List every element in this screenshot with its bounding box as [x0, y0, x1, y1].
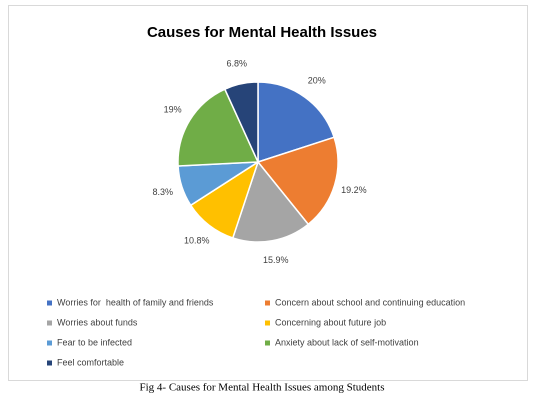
legend-marker	[47, 300, 52, 306]
legend-label: Anxiety about lack of self-motivation	[275, 337, 419, 347]
data-label: 19%	[164, 104, 182, 114]
legend-marker	[47, 360, 52, 366]
pie-slice	[257, 81, 336, 164]
legend-marker	[265, 300, 270, 306]
data-label: 15.9%	[263, 255, 289, 265]
pie-slice	[256, 136, 339, 226]
chart-title: Causes for Mental Health Issues	[147, 24, 377, 41]
data-label: 10.8%	[184, 235, 210, 245]
legend-label: Concerning about future job	[275, 317, 386, 327]
data-label: 6.8%	[227, 59, 248, 69]
caption: Fig 4- Causes for Mental Health Issues a…	[139, 382, 384, 394]
pie-slice	[177, 88, 260, 167]
data-label: 8.3%	[153, 187, 174, 197]
legend-marker	[265, 340, 270, 346]
legend-marker	[265, 320, 270, 326]
pie-slice	[223, 81, 259, 163]
data-label: 20%	[308, 75, 326, 85]
legend-label: Fear to be infected	[57, 337, 132, 347]
legend-label: Worries about funds	[57, 317, 138, 327]
legend-marker	[47, 320, 52, 326]
legend-label: Concern about school and continuing educ…	[275, 297, 465, 307]
legend-label: Feel comfortable	[57, 357, 124, 367]
legend-label: Worries for health of family and friends	[57, 297, 214, 307]
data-label: 19.2%	[341, 185, 367, 195]
legend-marker	[47, 340, 52, 346]
